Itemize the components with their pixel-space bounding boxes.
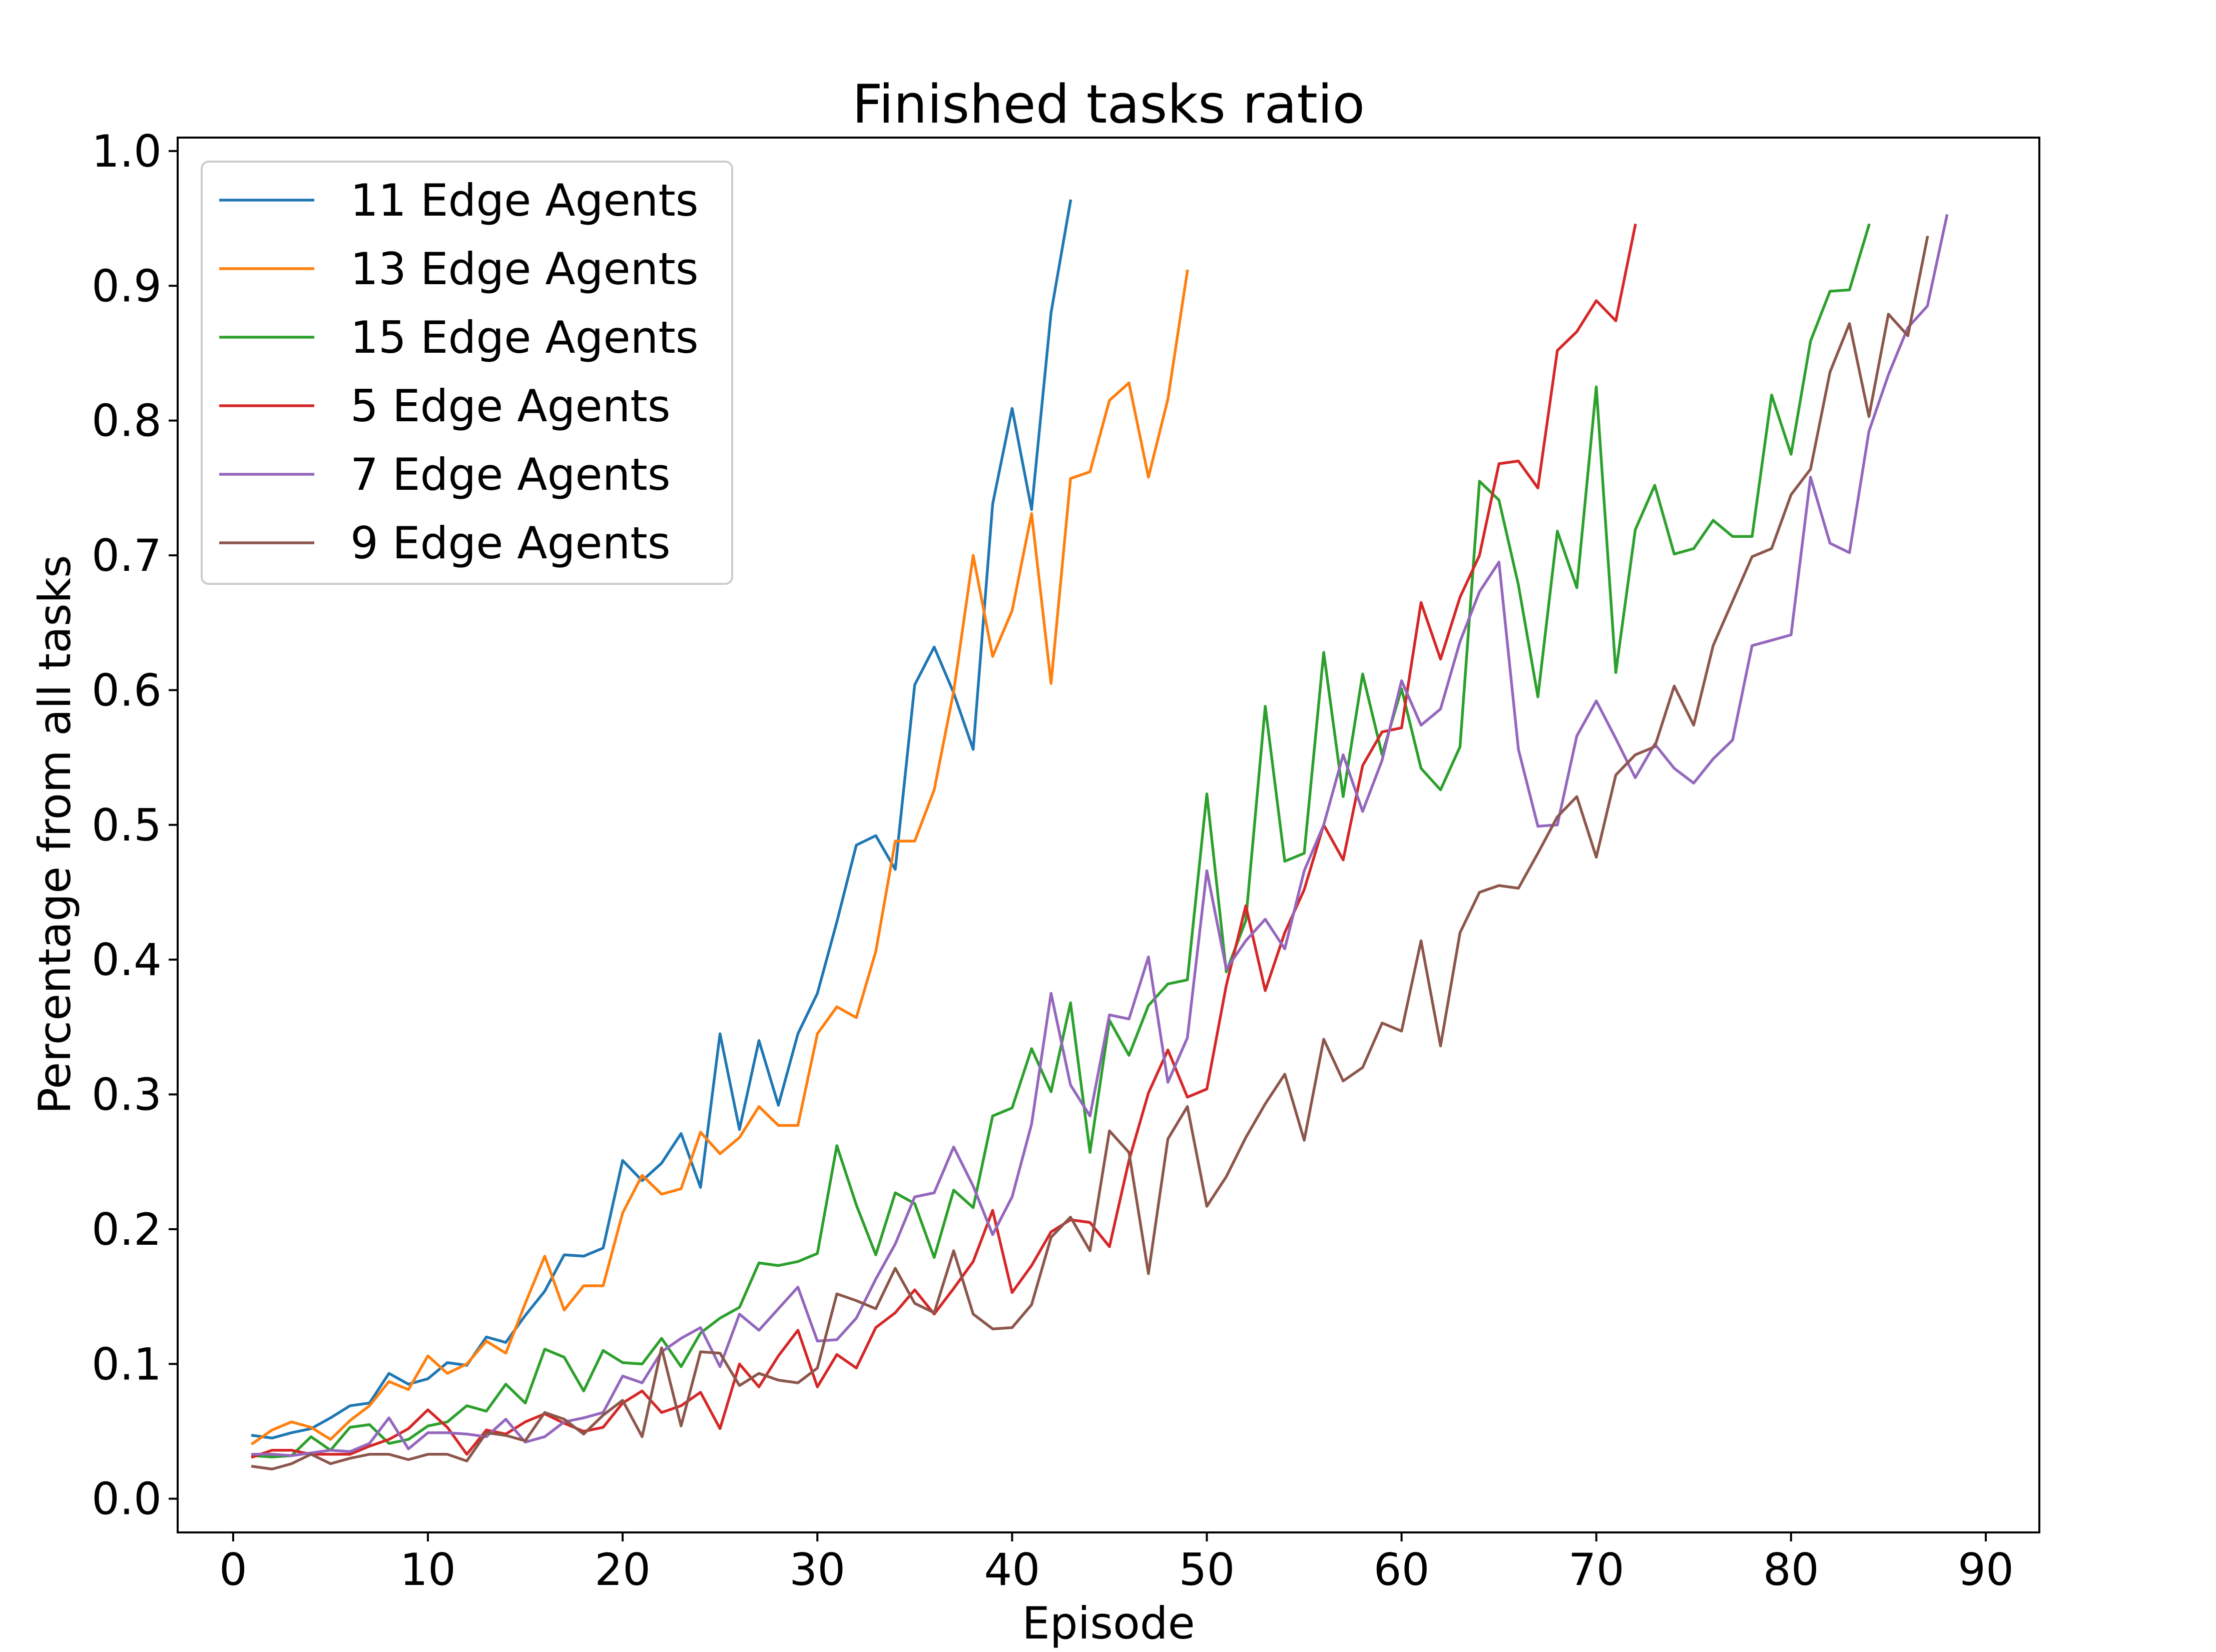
x-axis-label: Episode <box>1022 1597 1195 1649</box>
y-tick-label: 0.2 <box>92 1204 162 1255</box>
x-tick-label: 70 <box>1568 1544 1624 1595</box>
y-axis-ticks: 0.0 0.1 0.2 0.3 0.4 0.5 0.6 0.7 0.8 0.9 1.0 <box>92 126 178 1525</box>
y-tick-label: 0.3 <box>92 1069 162 1121</box>
series-line-1 <box>250 269 1189 1446</box>
y-tick-label: 0.5 <box>92 799 162 851</box>
legend-item: 15 Edge Agents <box>219 312 699 363</box>
y-tick-label: 1.0 <box>92 126 162 177</box>
legend-item: 5 Edge Agents <box>219 380 671 432</box>
x-tick-label: 30 <box>789 1544 845 1595</box>
y-tick-label: 0.6 <box>92 664 162 716</box>
series-line-4 <box>251 214 1949 1457</box>
legend-label: 11 Edge Agents <box>350 175 699 226</box>
legend-label: 9 Edge Agents <box>350 517 671 569</box>
x-axis-ticks: 0 10 20 30 40 50 60 70 80 90 <box>219 1532 2014 1595</box>
plot-area-frame <box>177 137 2040 1533</box>
y-tick-label: 0.8 <box>92 395 162 447</box>
legend-item: 11 Edge Agents <box>219 175 699 226</box>
y-tick-label: 0.7 <box>92 530 162 581</box>
y-tick-label: 0.4 <box>92 934 162 986</box>
y-tick-label: 0.9 <box>92 260 162 312</box>
x-tick-label: 40 <box>984 1544 1040 1595</box>
legend-item: 13 Edge Agents <box>219 243 699 295</box>
x-tick-label: 90 <box>1958 1544 2014 1595</box>
y-axis-label: Percentage from all tasks <box>29 555 81 1114</box>
x-tick-label: 0 <box>219 1544 247 1595</box>
chart-title: Finished tasks ratio <box>852 74 1365 135</box>
series-line-5 <box>251 236 1929 1471</box>
x-tick-label: 80 <box>1763 1544 1819 1595</box>
legend-label: 13 Edge Agents <box>350 243 699 295</box>
y-tick-label: 0.1 <box>92 1338 162 1390</box>
x-tick-label: 50 <box>1179 1544 1235 1595</box>
legend-label: 15 Edge Agents <box>350 312 699 363</box>
x-tick-label: 10 <box>400 1544 456 1595</box>
series-line-2 <box>251 223 1871 1458</box>
x-tick-label: 60 <box>1374 1544 1430 1595</box>
legend: 11 Edge Agents 13 Edge Agents 15 Edge Agen… <box>201 161 733 585</box>
series-line-3 <box>251 223 1637 1459</box>
legend-frame <box>201 161 733 585</box>
legend-label: 7 Edge Agents <box>350 449 671 500</box>
x-tick-label: 20 <box>595 1544 651 1595</box>
legend-item: 7 Edge Agents <box>219 449 671 500</box>
legend-entries: 11 Edge Agents 13 Edge Agents 15 Edge Agen… <box>219 175 699 569</box>
y-tick-label: 0.0 <box>92 1473 162 1525</box>
series-line-0 <box>251 199 1072 1440</box>
legend-label: 5 Edge Agents <box>350 380 671 432</box>
series-layer <box>250 199 1949 1471</box>
legend-item: 9 Edge Agents <box>219 517 671 569</box>
